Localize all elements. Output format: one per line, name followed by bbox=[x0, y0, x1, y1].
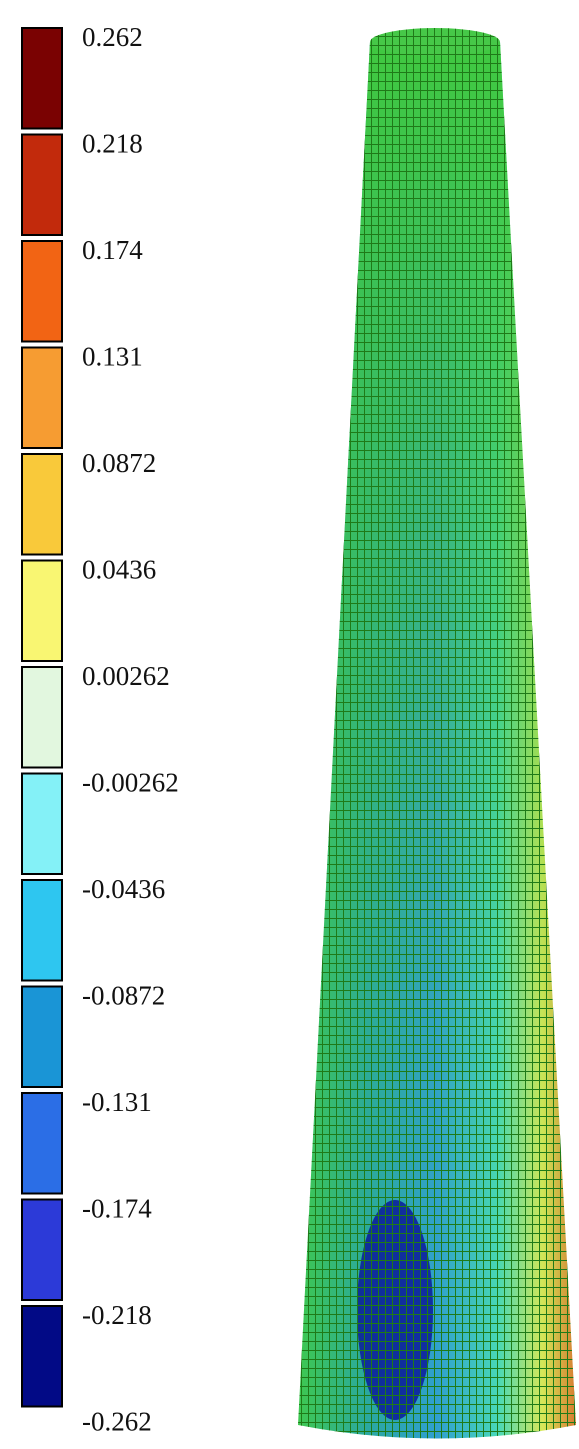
color-swatch bbox=[22, 1093, 62, 1194]
level-label: 0.262 bbox=[82, 22, 143, 52]
level-label: 0.131 bbox=[82, 342, 143, 372]
color-swatch bbox=[22, 348, 62, 449]
level-label: -0.00262 bbox=[82, 768, 179, 798]
color-swatch bbox=[22, 1200, 62, 1301]
level-label: 0.174 bbox=[82, 235, 143, 265]
level-label: -0.0872 bbox=[82, 981, 165, 1011]
color-swatch bbox=[22, 454, 62, 555]
level-label: -0.174 bbox=[82, 1194, 152, 1224]
level-label: -0.131 bbox=[82, 1087, 152, 1117]
level-label: -0.0436 bbox=[82, 874, 165, 904]
mesh-cone bbox=[298, 28, 576, 1439]
color-swatch bbox=[22, 667, 62, 768]
color-swatch bbox=[22, 880, 62, 981]
color-swatch bbox=[22, 1306, 62, 1407]
chart: 0.262 0.218 0.174 0.131 0.0872 0.0436 0.00262 -… bbox=[0, 0, 579, 1444]
cone-top-mesh bbox=[370, 28, 500, 56]
color-swatch bbox=[22, 28, 62, 129]
color-swatch bbox=[22, 774, 62, 875]
cone-mesh bbox=[298, 42, 576, 1439]
color-swatch bbox=[22, 987, 62, 1088]
level-label: 0.0872 bbox=[82, 448, 156, 478]
color-swatch bbox=[22, 135, 62, 236]
page: {"chart_data": {"type": "colorbar", "lev… bbox=[0, 0, 579, 1444]
level-label: -0.262 bbox=[82, 1407, 152, 1437]
level-label: 0.00262 bbox=[82, 661, 170, 691]
color-swatch bbox=[22, 561, 62, 662]
level-label: 0.0436 bbox=[82, 555, 156, 585]
level-label: -0.218 bbox=[82, 1300, 152, 1330]
level-label: 0.218 bbox=[82, 129, 143, 159]
color-swatch bbox=[22, 241, 62, 342]
